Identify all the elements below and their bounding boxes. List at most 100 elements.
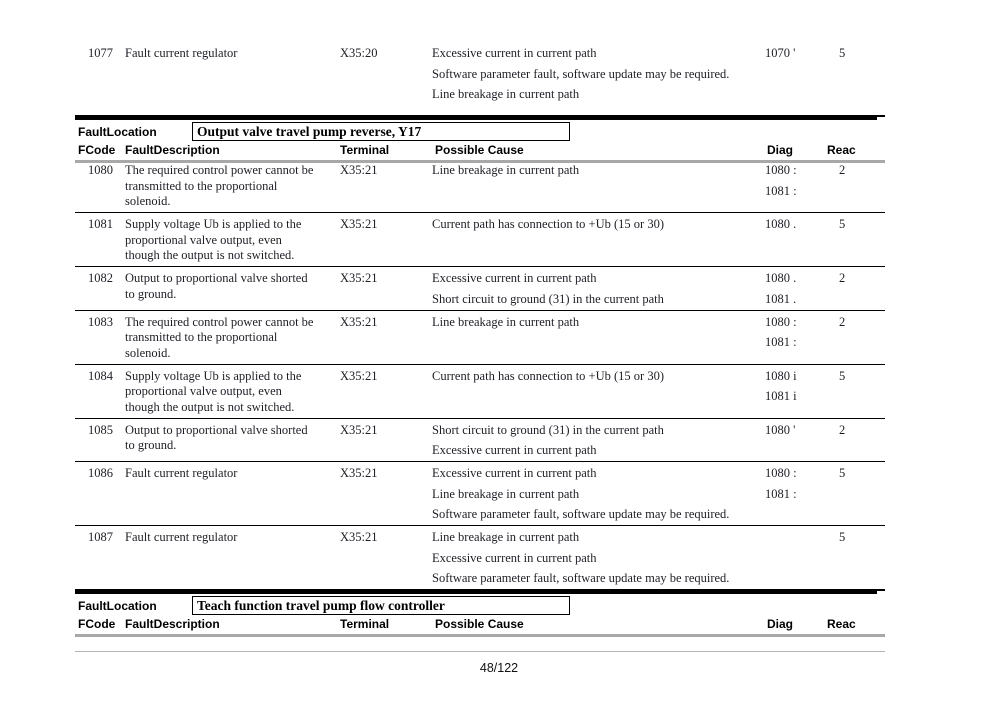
description-line: transmitted to the proportional (125, 178, 278, 193)
carryover-row-block: 1077 Fault current regulator X35:20 Exce… (75, 0, 885, 115)
cell-description: Fault current regulator (125, 46, 340, 103)
diag-code: 1080 . (765, 271, 797, 285)
cell-possible-cause: Line breakage in current path Excessive c… (432, 530, 765, 587)
table-row: 1087 Fault current regulator X35:21 Line… (75, 525, 885, 589)
description-line: transmitted to the proportional (125, 330, 278, 344)
description-line: proportional valve output, even (125, 232, 282, 247)
cause-line: Software parameter fault, software updat… (432, 507, 730, 521)
cell-terminal: X35:21 (340, 163, 378, 177)
header-rule (75, 634, 885, 637)
description-line: The required control power cannot be (125, 163, 314, 177)
cell-fcode: 1080 (88, 163, 113, 177)
cell-description: Fault current regulator (125, 530, 340, 587)
cause-line: Excessive current in current path (432, 46, 597, 60)
cause-line: Line breakage in current path (432, 87, 580, 101)
cell-description: Supply voltage Ub is applied to the propo… (125, 217, 340, 264)
column-header-terminal: Terminal (340, 617, 390, 631)
description-line: Output to proportional valve shorted (125, 271, 308, 285)
description-line: Supply voltage Ub is applied to the (125, 217, 302, 231)
column-header-diag: Diag (767, 143, 794, 157)
cell-fcode: 1082 (88, 271, 113, 285)
table-row: 1084 Supply voltage Ub is applied to the… (75, 363, 885, 418)
column-header-reac: Reac (827, 617, 856, 631)
footer-divider (75, 651, 885, 652)
cell-terminal: X35:21 (340, 422, 378, 437)
description-line: The required control power cannot be (125, 314, 314, 329)
cell-description: Output to proportional valve shorted to g… (125, 271, 340, 307)
table-row: 1080 The required control power cannot b… (75, 163, 885, 212)
fault-sections: FaultLocation Output valve travel pump r… (75, 115, 885, 637)
description-line: though the output is not switched. (125, 399, 295, 414)
cause-line: Excessive current in current path (432, 271, 597, 285)
cell-terminal: X35:21 (340, 314, 378, 329)
diag-code: 1080 ' (765, 422, 796, 437)
cell-fcode: 1087 (88, 530, 113, 544)
cell-fcode: 1077 (88, 46, 113, 60)
cell-diag: 1080 : 1081 : (765, 163, 827, 210)
table-row: 1081 Supply voltage Ub is applied to the… (75, 212, 885, 266)
cell-diag: 1080 : 1081 : (765, 315, 827, 362)
diag-code: 1081 : (765, 335, 797, 349)
fault-table-content: 1077 Fault current regulator X35:20 Exce… (75, 0, 885, 637)
cell-possible-cause: Excessive current in current path Short c… (432, 271, 765, 307)
cause-line: Line breakage in current path (432, 163, 580, 177)
cell-possible-cause: Line breakage in current path (432, 315, 765, 362)
section-rows: 1080 The required control power cannot b… (75, 163, 885, 589)
description-line: proportional valve output, even (125, 384, 282, 398)
fault-location-row: FaultLocation Output valve travel pump r… (75, 120, 885, 141)
cell-fcode: 1084 (88, 368, 113, 383)
cause-line: Software parameter fault, software updat… (432, 66, 730, 81)
cause-line: Short circuit to ground (31) in the curr… (432, 422, 664, 437)
column-header-cause: Possible Cause (435, 143, 524, 157)
fault-section: FaultLocation Output valve travel pump r… (75, 115, 885, 589)
cell-possible-cause: Excessive current in current path Line br… (432, 466, 765, 523)
cell-terminal: X35:21 (340, 466, 378, 480)
column-header-description: FaultDescription (125, 617, 220, 631)
cell-reac: 2 (839, 163, 846, 177)
fault-location-value: Output valve travel pump reverse, Y17 (192, 122, 570, 141)
cause-line: Current path has connection to +Ub (15 o… (432, 368, 664, 383)
cell-reac: 5 (839, 217, 846, 231)
description-line: solenoid. (125, 194, 171, 208)
cell-fcode: 1086 (88, 466, 113, 480)
diag-code: 1081 i (765, 389, 797, 403)
table-row: 1077 Fault current regulator X35:20 Exce… (75, 46, 885, 105)
cause-line: Line breakage in current path (432, 314, 580, 329)
description-line: though the output is not switched. (125, 248, 295, 262)
cell-reac: 2 (839, 271, 846, 285)
cell-description: Output to proportional valve shorted to g… (125, 423, 340, 459)
fault-section: FaultLocation Teach function travel pump… (75, 589, 885, 637)
cell-fcode: 1081 (88, 217, 113, 231)
cell-fcode: 1083 (88, 314, 113, 329)
description-line: Supply voltage Ub is applied to the (125, 368, 302, 383)
diag-code: 1080 : (765, 466, 797, 480)
table-row: 1086 Fault current regulator X35:21 Exce… (75, 461, 885, 525)
cause-line: Line breakage in current path (432, 530, 580, 544)
cell-possible-cause: Line breakage in current path (432, 163, 765, 210)
fault-location-value: Teach function travel pump flow controll… (192, 596, 570, 615)
diag-code: 1080 : (765, 314, 797, 329)
page-number: 48/122 (479, 661, 519, 675)
description-line: to ground. (125, 438, 177, 452)
cell-diag: 1080 ' (765, 423, 827, 459)
description-line: solenoid. (125, 345, 171, 360)
diag-code: 1080 . (765, 217, 797, 231)
description-line: Fault current regulator (125, 530, 238, 544)
diag-code: 1081 : (765, 486, 797, 501)
diag-code: 1080 : (765, 163, 797, 177)
table-row: 1082 Output to proportional valve shorte… (75, 266, 885, 310)
cell-possible-cause: Short circuit to ground (31) in the curr… (432, 423, 765, 459)
cell-possible-cause: Excessive current in current path Softwar… (432, 46, 765, 103)
cell-terminal: X35:20 (340, 46, 378, 60)
cause-line: Excessive current in current path (432, 466, 597, 480)
column-header-fcode: FCode (78, 617, 116, 631)
table-row: 1085 Output to proportional valve shorte… (75, 417, 885, 462)
cell-diag: 1070 ' (765, 46, 827, 103)
section-divider-bar (75, 115, 885, 120)
cause-line: Line breakage in current path (432, 486, 580, 501)
cell-terminal: X35:21 (340, 368, 378, 383)
description-line: Output to proportional valve shorted (125, 422, 308, 437)
description-line: Fault current regulator (125, 466, 238, 480)
cell-description: The required control power cannot be tran… (125, 315, 340, 362)
